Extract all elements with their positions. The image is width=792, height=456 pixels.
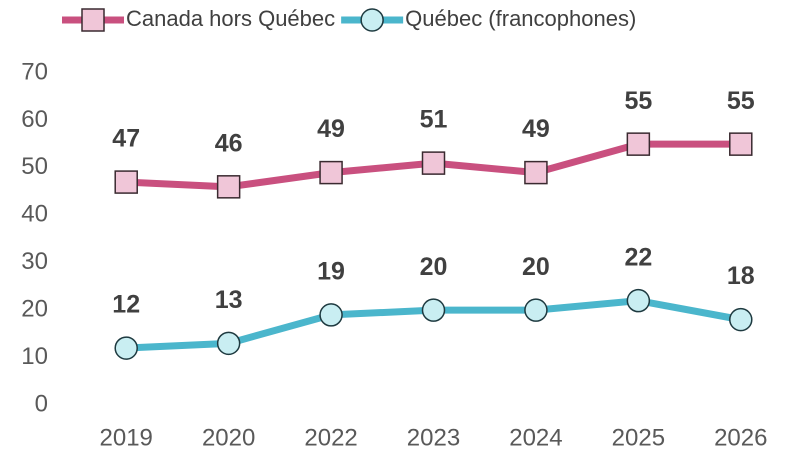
point <box>626 132 651 156</box>
data-label: 55 <box>624 87 652 115</box>
point <box>216 331 241 356</box>
x-tick-label: 2024 <box>509 424 562 451</box>
x-tick-label: 2023 <box>407 424 460 451</box>
data-label: 49 <box>317 115 345 143</box>
x-tick-label: 2026 <box>714 424 767 451</box>
point <box>114 336 138 360</box>
data-label: 46 <box>215 129 243 157</box>
point <box>524 160 548 185</box>
legend-marker <box>81 8 105 32</box>
data-label: 47 <box>112 125 140 153</box>
point <box>114 170 138 194</box>
point <box>729 132 753 156</box>
data-label: 18 <box>727 262 755 290</box>
y-tick-label: 70 <box>21 58 48 85</box>
x-tick-label: 2022 <box>304 424 357 451</box>
legend-label: Québec (francophones) <box>405 6 636 31</box>
data-label: 51 <box>420 106 448 134</box>
data-label: 20 <box>420 253 448 281</box>
y-tick-label: 60 <box>21 106 48 133</box>
data-label: 13 <box>215 286 243 314</box>
legend-marker <box>360 8 384 32</box>
point <box>216 175 241 199</box>
data-label: 22 <box>624 243 652 271</box>
y-tick-label: 20 <box>21 295 48 322</box>
point <box>319 303 343 327</box>
y-tick-label: 50 <box>21 153 48 180</box>
data-label: 49 <box>522 115 550 143</box>
y-tick-label: 30 <box>21 248 48 275</box>
data-label: 19 <box>317 257 345 285</box>
point <box>421 298 446 322</box>
y-tick-label: 0 <box>35 390 48 417</box>
x-tick-label: 2020 <box>202 424 255 451</box>
data-label: 20 <box>522 253 550 281</box>
data-label: 12 <box>112 291 140 319</box>
point <box>319 160 343 185</box>
y-tick-label: 10 <box>21 343 48 370</box>
y-tick-label: 40 <box>21 201 48 228</box>
legend-label: Canada hors Québec <box>126 6 335 31</box>
point <box>421 151 446 175</box>
data-label: 55 <box>727 87 755 115</box>
x-tick-label: 2025 <box>612 424 665 451</box>
point <box>729 307 753 332</box>
point <box>626 288 651 313</box>
point <box>524 298 548 322</box>
x-tick-label: 2019 <box>100 424 153 451</box>
